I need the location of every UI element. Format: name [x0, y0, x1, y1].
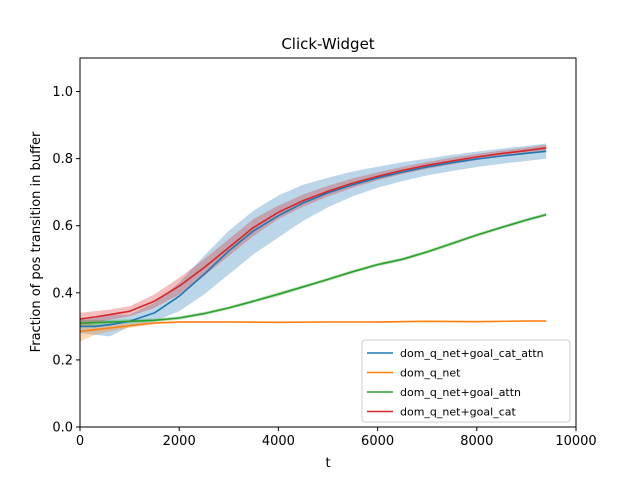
line-dom-q-net-goal-attn [79, 213, 547, 324]
x-tick-label: 0 [76, 434, 84, 449]
chart-title: Click-Widget [281, 35, 374, 53]
line-dom-q-net-goal-cat-attn [80, 150, 547, 328]
line-dom-q-net [79, 320, 547, 333]
confidence-bands [80, 143, 547, 342]
y-tick-label: 0.4 [52, 286, 73, 301]
y-tick-label: 0.6 [52, 219, 73, 234]
legend-label: dom_q_net+goal_attn [400, 386, 521, 399]
line-dom-q-net-goal-cat [79, 147, 547, 320]
legend-label: dom_q_net+goal_cat [400, 406, 516, 419]
y-axis: 0.0 0.2 0.4 0.6 0.8 1.0 [52, 85, 80, 436]
legend: dom_q_net+goal_cat_attn dom_q_net dom_q_ne… [361, 339, 571, 423]
band-dom-q-net-goal-cat [80, 144, 547, 325]
y-tick-label: 1.0 [52, 85, 73, 100]
x-tick-label: 10000 [555, 434, 596, 449]
y-tick-label: 0.0 [52, 421, 73, 436]
x-tick-label: 8000 [460, 434, 493, 449]
x-tick-label: 6000 [361, 434, 394, 449]
y-tick-label: 0.8 [52, 152, 73, 167]
x-axis-label: t [325, 456, 330, 471]
band-dom-q-net-goal-cat-attn [80, 143, 547, 337]
legend-box [361, 339, 571, 423]
legend-label: dom_q_net+goal_cat_attn [400, 347, 544, 360]
x-tick-label: 2000 [163, 434, 196, 449]
y-tick-label: 0.2 [52, 353, 73, 368]
legend-label: dom_q_net [400, 367, 461, 380]
x-tick-label: 4000 [262, 434, 295, 449]
x-axis: 0 2000 4000 6000 8000 10000 [76, 427, 597, 449]
plot-area-frame [79, 57, 577, 428]
y-axis-label: Fraction of pos transition in buffer [29, 131, 44, 352]
series-lines [79, 147, 547, 333]
